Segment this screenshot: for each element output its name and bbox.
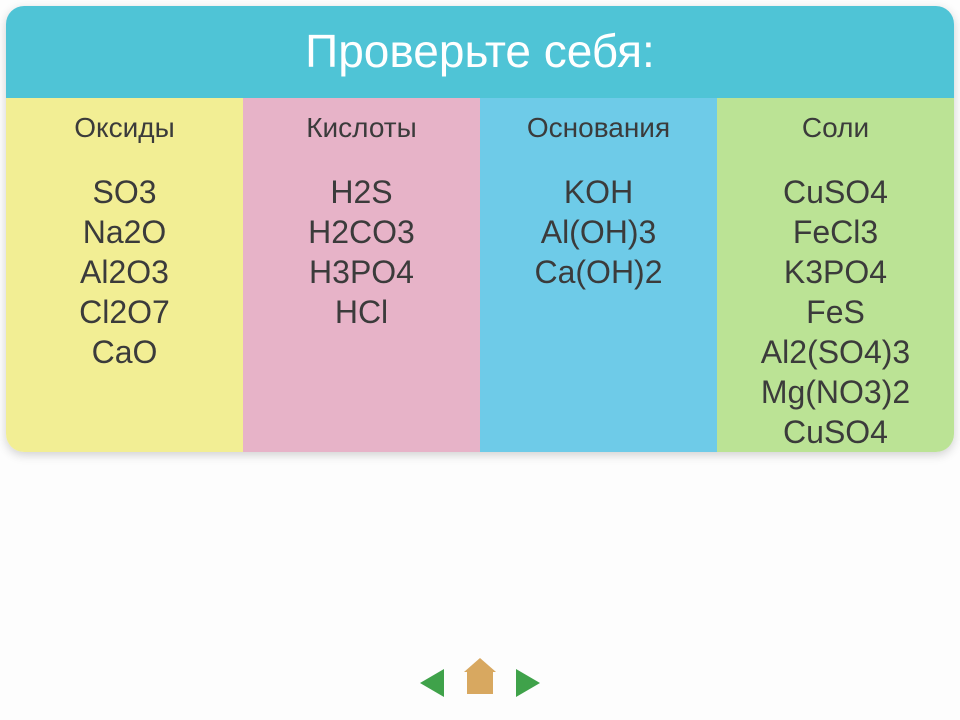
- column-bases: Основания KOH Al(OH)3 Ca(OH)2: [480, 98, 717, 452]
- prev-slide-button[interactable]: [413, 668, 451, 698]
- formula-item: FeS: [806, 292, 865, 332]
- formula-item: H3PO4: [309, 252, 414, 292]
- formula-item: Ca(OH)2: [534, 252, 662, 292]
- slide-nav: [413, 668, 547, 698]
- formula-item: FeCl3: [793, 212, 878, 252]
- formula-item: CuSO4: [783, 172, 888, 212]
- formula-item: Al2O3: [80, 252, 169, 292]
- formula-item: SO3: [92, 172, 156, 212]
- column-oxides: Оксиды SO3 Na2O Al2O3 Cl2O7 CaO: [6, 98, 243, 452]
- formula-item: H2S: [330, 172, 392, 212]
- next-slide-button[interactable]: [509, 668, 547, 698]
- formula-item: K3PO4: [784, 252, 887, 292]
- home-icon: [467, 672, 493, 694]
- column-acids: Кислоты H2S H2CO3 H3PO4 HCl: [243, 98, 480, 452]
- formula-item: CaO: [92, 332, 158, 372]
- formula-item: Al(OH)3: [541, 212, 657, 252]
- formula-item: KOH: [564, 172, 633, 212]
- column-salts: Соли CuSO4 FeCl3 K3PO4 FeS Al2(SO4)3 Mg(…: [717, 98, 954, 452]
- columns-container: Оксиды SO3 Na2O Al2O3 Cl2O7 CaO Кислоты …: [6, 98, 954, 452]
- slide-title: Проверьте себя:: [6, 6, 954, 98]
- column-header: Соли: [802, 112, 869, 144]
- formula-item: H2CO3: [308, 212, 415, 252]
- column-header: Основания: [527, 112, 670, 144]
- arrow-right-icon: [516, 669, 540, 697]
- formula-item: HCl: [335, 292, 388, 332]
- formula-item: Mg(NO3)2: [761, 372, 910, 412]
- formula-item: Al2(SO4)3: [761, 332, 910, 372]
- content-card: Проверьте себя: Оксиды SO3 Na2O Al2O3 Cl…: [6, 6, 954, 452]
- column-header: Оксиды: [74, 112, 174, 144]
- arrow-left-icon: [420, 669, 444, 697]
- formula-item: CuSO4: [783, 412, 888, 452]
- formula-item: Na2O: [83, 212, 167, 252]
- column-header: Кислоты: [306, 112, 417, 144]
- formula-item: Cl2O7: [79, 292, 170, 332]
- home-button[interactable]: [461, 668, 499, 698]
- slide-wrapper: Проверьте себя: Оксиды SO3 Na2O Al2O3 Cl…: [6, 6, 954, 714]
